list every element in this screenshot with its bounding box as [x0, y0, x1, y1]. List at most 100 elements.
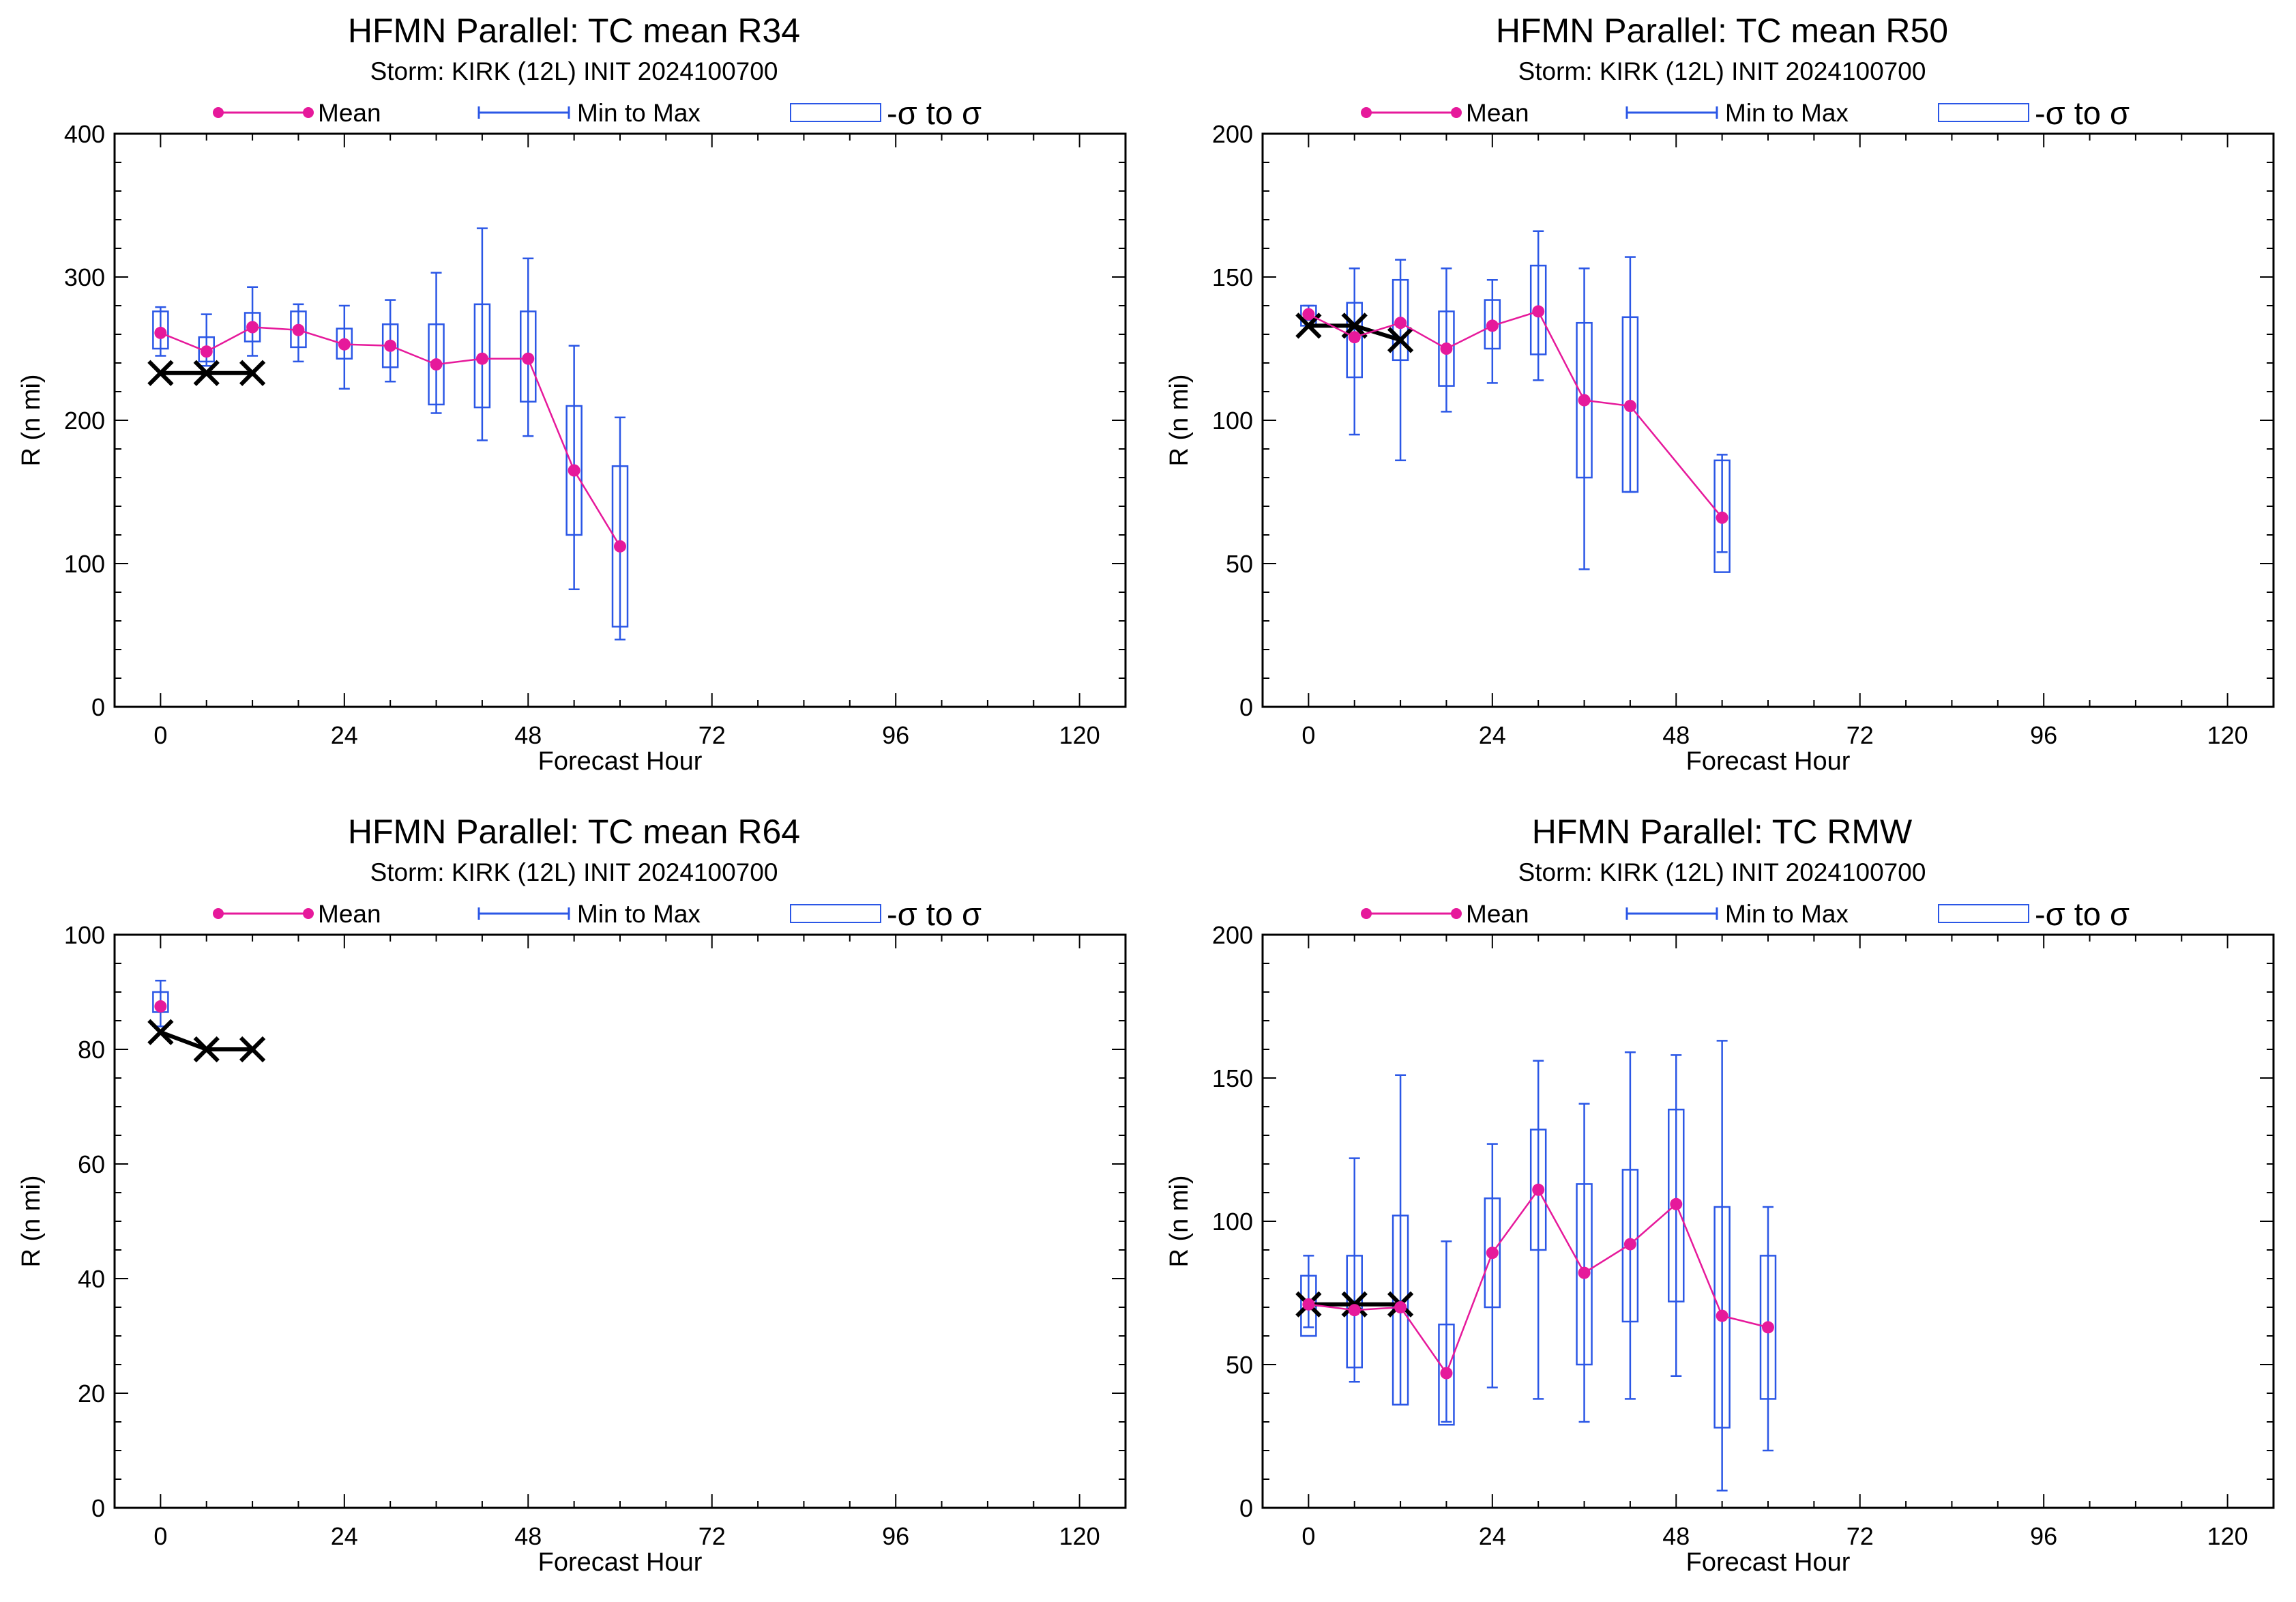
- y-axis-label: R (n mi): [1165, 1175, 1194, 1267]
- legend-mean-marker: [213, 908, 224, 919]
- legend-range-label: Min to Max: [577, 99, 701, 127]
- mean-point: [1486, 319, 1499, 332]
- chart-subtitle: Storm: KIRK (12L) INIT 2024100700: [1518, 57, 1926, 85]
- legend-mean-marker: [1451, 908, 1462, 919]
- y-tick-label: 150: [1212, 263, 1253, 291]
- y-tick-label: 200: [1212, 120, 1253, 148]
- y-tick-label: 50: [1226, 1351, 1253, 1379]
- mean-point: [1348, 1304, 1361, 1317]
- x-tick-label: 24: [331, 721, 358, 749]
- y-tick-label: 50: [1226, 550, 1253, 578]
- mean-point: [1762, 1321, 1774, 1334]
- x-axis-label: Forecast Hour: [1686, 1548, 1851, 1577]
- y-tick-label: 100: [1212, 1208, 1253, 1236]
- legend-sigma-label: -σ to σ: [887, 896, 982, 932]
- y-tick-label: 20: [78, 1380, 105, 1408]
- best-track-marker-stroke: [147, 360, 174, 386]
- mean-point: [1623, 400, 1636, 412]
- legend-sigma-label: -σ to σ: [2035, 95, 2130, 131]
- chart-title: HFMN Parallel: TC mean R64: [347, 813, 801, 851]
- x-tick-label: 96: [2030, 721, 2057, 749]
- chart-panel-r34: HFMN Parallel: TC mean R34 Storm: KIRK (…: [0, 0, 1148, 801]
- legend-mean-label: Mean: [1466, 99, 1529, 127]
- mean-point: [522, 352, 535, 365]
- x-tick-label: 0: [153, 721, 167, 749]
- best-track-marker-stroke: [239, 360, 266, 386]
- x-tick-label: 48: [514, 1522, 542, 1550]
- x-tick-label: 72: [698, 721, 726, 749]
- chart-subtitle: Storm: KIRK (12L) INIT 2024100700: [370, 57, 778, 85]
- legend-mean-marker: [303, 908, 314, 919]
- mean-point: [1348, 331, 1361, 344]
- y-tick-label: 100: [64, 921, 105, 949]
- mean-point: [1670, 1197, 1683, 1210]
- legend-mean-marker: [303, 107, 314, 118]
- mean-point: [1302, 1298, 1315, 1311]
- chart-subtitle: Storm: KIRK (12L) INIT 2024100700: [370, 858, 778, 886]
- best-track-marker: [239, 360, 266, 386]
- y-axis-label: R (n mi): [17, 1175, 46, 1267]
- mean-point: [568, 464, 580, 477]
- chart-svg: Mean Min to Max -σ to σ 0 24 48 72 96 120 0 50 100 1…: [1165, 896, 2275, 1577]
- chart-title: HFMN Parallel: TC mean R34: [347, 12, 801, 50]
- mean-point: [246, 321, 259, 334]
- mean-line: [1308, 310, 1723, 519]
- legend-sigma-label: -σ to σ: [887, 95, 982, 131]
- best-track-marker: [147, 360, 174, 386]
- mean-point: [200, 345, 213, 358]
- chart-svg: Mean Min to Max -σ to σ 0 24 48 72 96 120 0 20 40 60…: [17, 896, 1127, 1577]
- legend-range-label: Min to Max: [577, 900, 701, 928]
- best-track-marker-stroke: [193, 1036, 220, 1063]
- x-axis-label: Forecast Hour: [538, 1548, 703, 1577]
- legend-sigma-box: [790, 904, 881, 923]
- legend-mean-label: Mean: [318, 99, 381, 127]
- y-tick-label: 60: [78, 1150, 105, 1178]
- best-track-marker-stroke: [239, 1036, 266, 1063]
- y-axis-label: R (n mi): [17, 374, 46, 466]
- mean-point: [338, 338, 351, 351]
- mean-point: [475, 352, 488, 365]
- mean-point: [292, 323, 305, 336]
- chart-svg: Mean Min to Max -σ to σ 0 24 48 72 96 120 0 100 200…: [17, 95, 1127, 776]
- x-tick-label: 96: [2030, 1522, 2057, 1550]
- legend-mean-marker: [213, 107, 224, 118]
- mean-point: [614, 540, 626, 553]
- x-tick-label: 24: [1479, 1522, 1506, 1550]
- x-tick-label: 120: [1059, 1522, 1100, 1550]
- y-tick-label: 0: [91, 693, 105, 721]
- plot-frame: [113, 933, 1127, 1509]
- legend-mean-label: Mean: [1466, 900, 1529, 928]
- best-track-marker-stroke: [193, 360, 220, 386]
- mean-point: [154, 326, 167, 339]
- y-tick-label: 400: [64, 120, 105, 148]
- best-track-marker: [1387, 327, 1414, 353]
- mean-point: [1440, 1367, 1453, 1380]
- y-tick-label: 80: [78, 1036, 105, 1064]
- legend-range-label: Min to Max: [1725, 99, 1849, 127]
- x-tick-label: 48: [1662, 721, 1690, 749]
- mean-point: [384, 339, 397, 352]
- x-tick-label: 96: [882, 1522, 909, 1550]
- chart-panel-r50: HFMN Parallel: TC mean R50 Storm: KIRK (…: [1148, 0, 2296, 801]
- mean-point: [1716, 511, 1728, 524]
- y-tick-label: 100: [64, 550, 105, 578]
- x-axis-label: Forecast Hour: [1686, 747, 1851, 776]
- chart-subtitle: Storm: KIRK (12L) INIT 2024100700: [1518, 858, 1926, 886]
- x-tick-label: 72: [1846, 721, 1874, 749]
- mean-point: [1486, 1247, 1499, 1259]
- legend-sigma-label: -σ to σ: [2035, 896, 2130, 932]
- best-track-marker: [193, 1036, 220, 1063]
- y-tick-label: 150: [1212, 1064, 1253, 1092]
- mean-point: [1532, 1183, 1545, 1196]
- mean-point: [1578, 1266, 1591, 1279]
- y-tick-label: 200: [64, 407, 105, 435]
- x-tick-label: 72: [698, 1522, 726, 1550]
- x-tick-label: 120: [2207, 721, 2248, 749]
- mean-point: [1532, 305, 1545, 318]
- x-tick-label: 48: [514, 721, 542, 749]
- legend-mean-marker: [1361, 107, 1372, 118]
- best-track-marker-stroke: [147, 1019, 174, 1045]
- mean-point: [1394, 1301, 1407, 1313]
- y-tick-label: 200: [1212, 921, 1253, 949]
